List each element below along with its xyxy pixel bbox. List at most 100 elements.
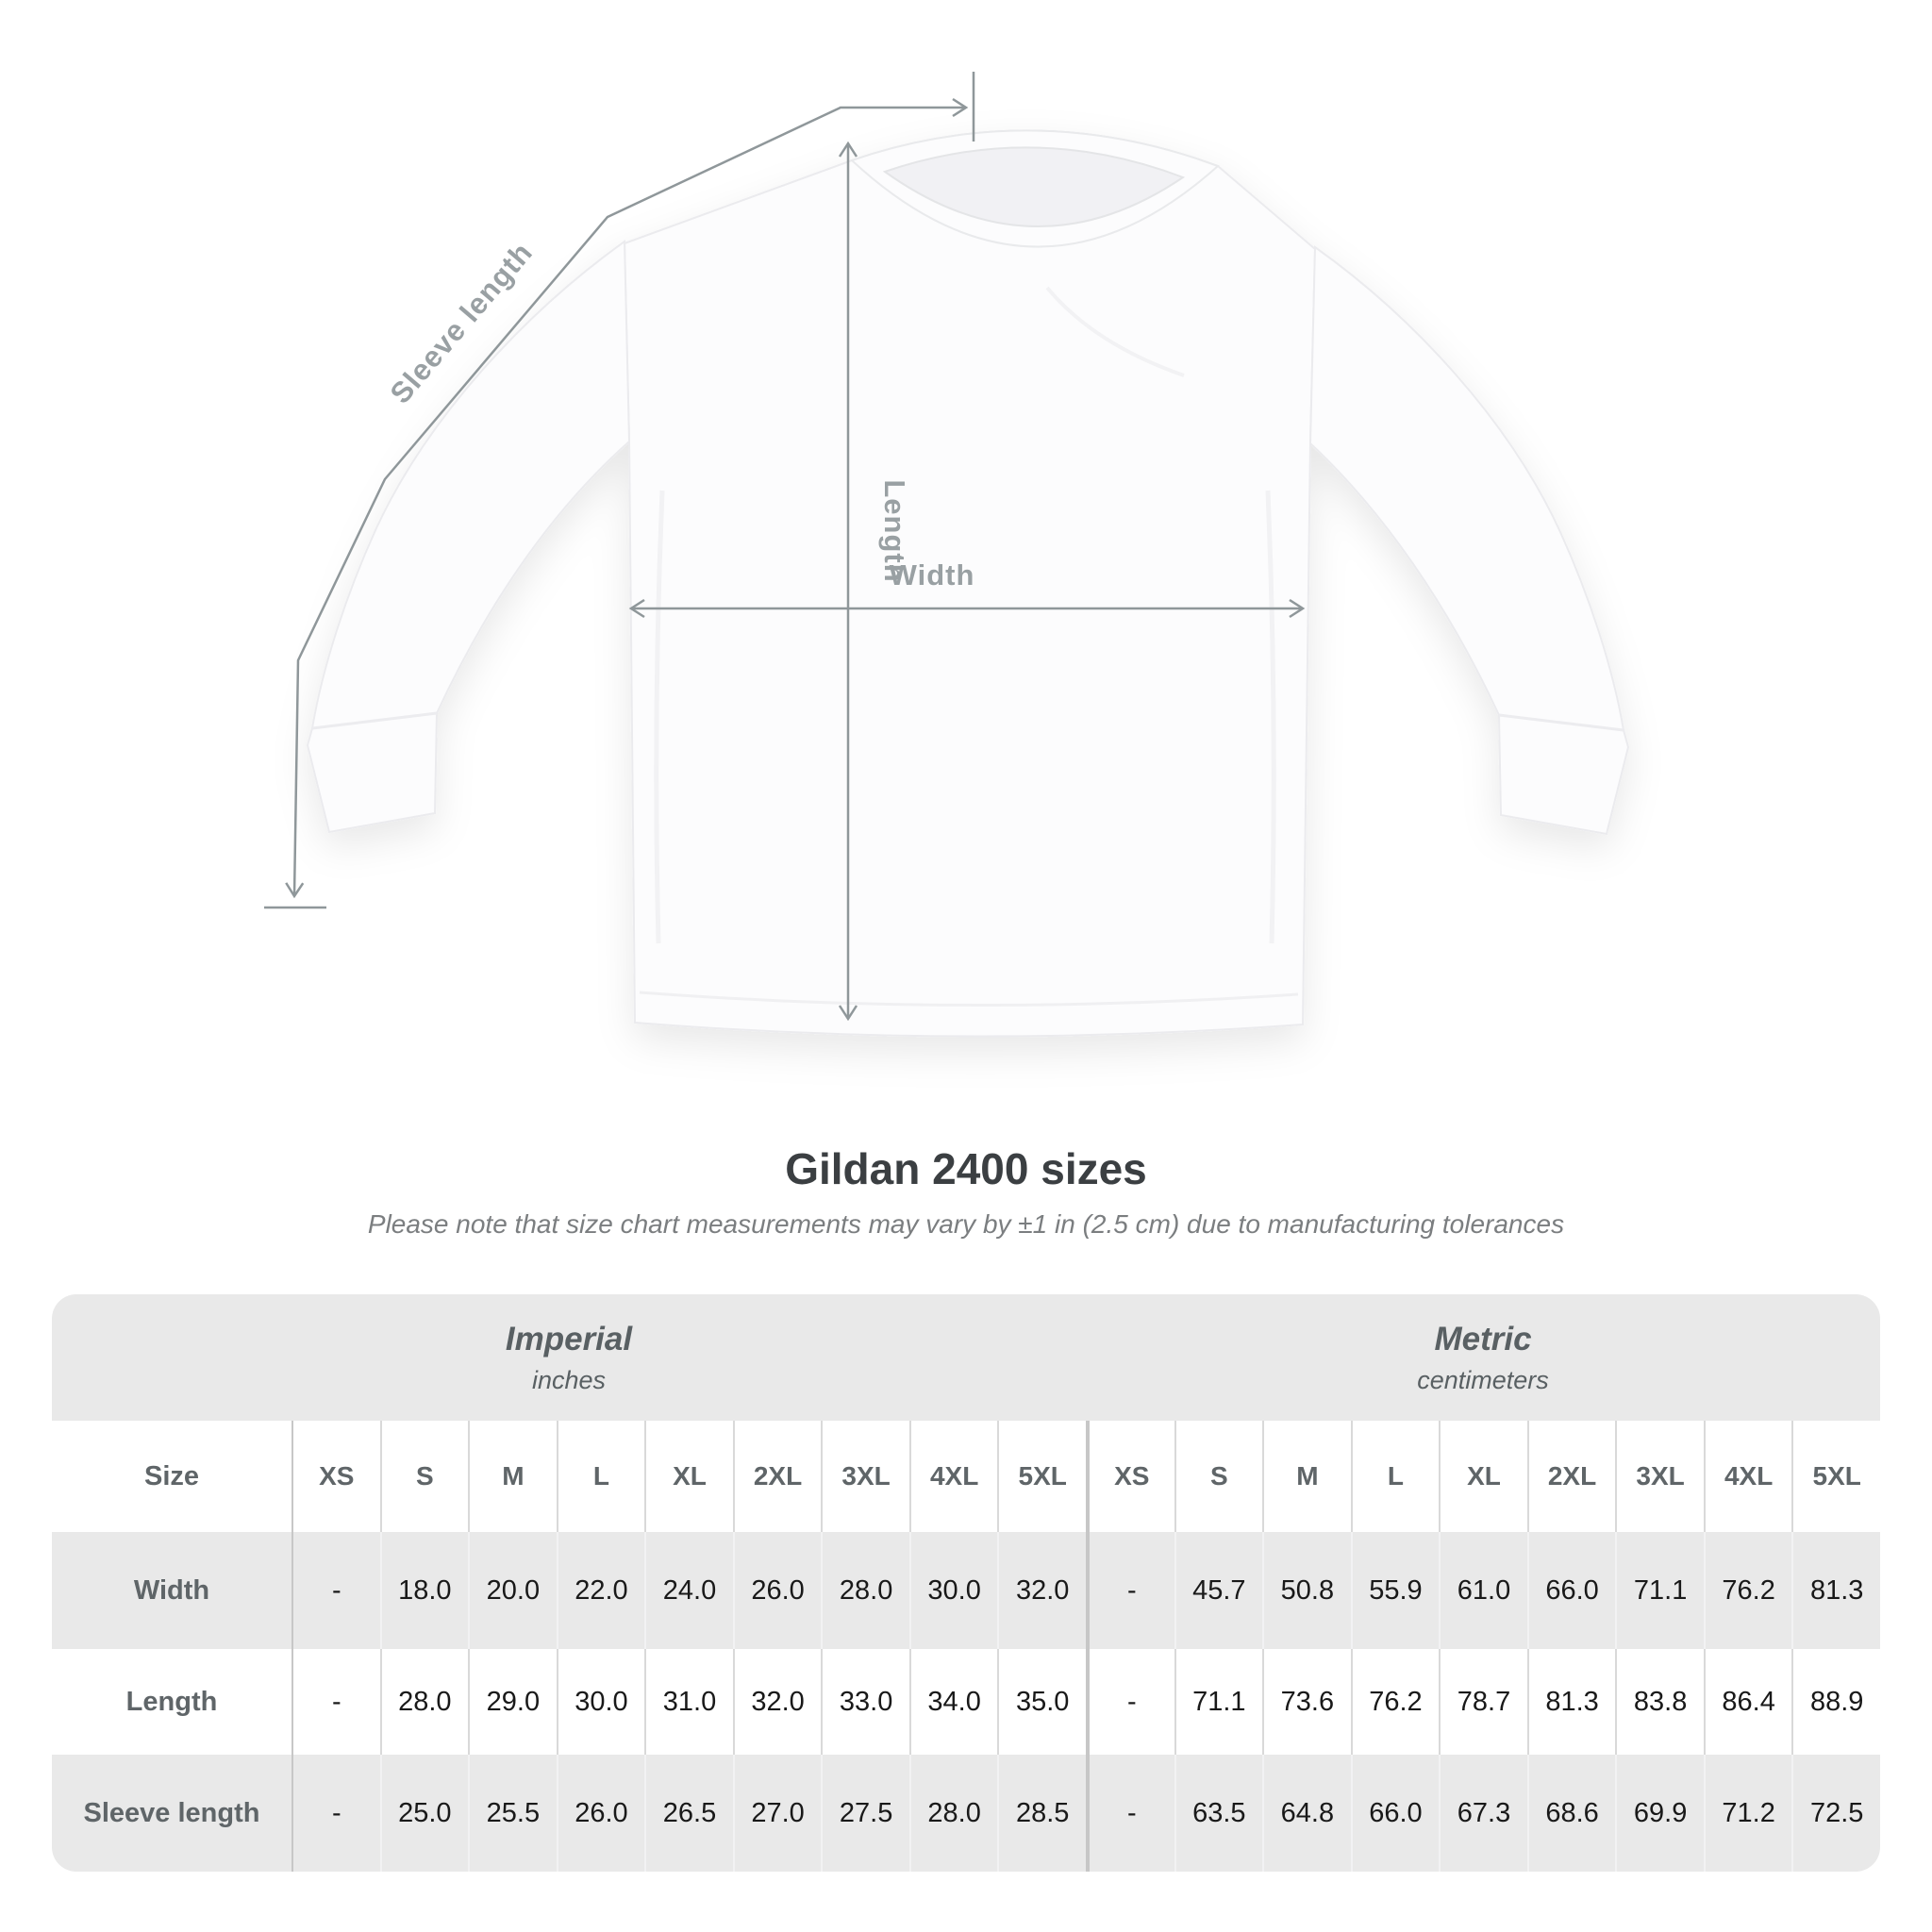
size-value-cell: 32.0 — [732, 1649, 822, 1755]
page-title: Gildan 2400 sizes — [785, 1144, 1147, 1193]
size-col-header: L — [1350, 1421, 1440, 1532]
size-value-cell: - — [291, 1755, 380, 1872]
sleeve-measure-line — [285, 97, 969, 899]
size-value-cell: 32.0 — [997, 1532, 1086, 1649]
size-value-cell: 55.9 — [1350, 1532, 1440, 1649]
size-value-cell: 76.2 — [1703, 1532, 1792, 1649]
size-value-cell: 45.7 — [1174, 1532, 1263, 1649]
size-value-cell: 69.9 — [1615, 1755, 1704, 1872]
size-value-cell: 67.3 — [1439, 1755, 1527, 1872]
size-value-cell: 61.0 — [1439, 1532, 1527, 1649]
table-row-sleeve-length: Sleeve length - 25.0 25.5 26.0 26.5 27.0… — [52, 1755, 1880, 1872]
size-value-cell: 26.0 — [556, 1755, 645, 1872]
unit-header-row: Imperial inches Metric centimeters — [52, 1294, 1880, 1421]
size-value-cell: 71.2 — [1703, 1755, 1792, 1872]
size-value-cell: 34.0 — [908, 1649, 998, 1755]
size-col-header: 3XL — [821, 1421, 909, 1532]
size-header-row: Size XS S M L XL 2XL 3XL 4XL 5XL XS S M … — [52, 1421, 1880, 1532]
size-col-header: 2XL — [732, 1421, 822, 1532]
size-col-header: M — [468, 1421, 557, 1532]
imperial-header: Imperial inches — [52, 1294, 1086, 1421]
size-value-cell: 27.0 — [732, 1755, 822, 1872]
size-table: Imperial inches Metric centimeters Size … — [52, 1294, 1880, 1872]
size-value-cell: 31.0 — [644, 1649, 733, 1755]
size-value-cell: 81.3 — [1791, 1532, 1880, 1649]
size-value-cell: 28.0 — [821, 1532, 909, 1649]
size-value-cell: 68.6 — [1526, 1755, 1616, 1872]
size-col-header: XS — [1086, 1421, 1174, 1532]
size-value-cell: 83.8 — [1615, 1649, 1704, 1755]
width-label: Width — [890, 558, 975, 591]
size-value-cell: - — [1086, 1532, 1174, 1649]
size-value-cell: 71.1 — [1174, 1649, 1263, 1755]
size-value-cell: 71.1 — [1615, 1532, 1704, 1649]
size-value-cell: 76.2 — [1350, 1649, 1440, 1755]
size-value-cell: 20.0 — [468, 1532, 557, 1649]
size-value-cell: 28.5 — [997, 1755, 1086, 1872]
right-cuff-seam — [1498, 713, 1624, 732]
size-col-header: XS — [291, 1421, 380, 1532]
size-col-header: 2XL — [1526, 1421, 1616, 1532]
size-value-cell: 33.0 — [821, 1649, 909, 1755]
fold-shading — [1265, 490, 1276, 944]
size-value-cell: 27.5 — [821, 1755, 909, 1872]
size-value-cell: 78.7 — [1439, 1649, 1527, 1755]
size-value-cell: 72.5 — [1791, 1755, 1880, 1872]
size-value-cell: 30.0 — [556, 1649, 645, 1755]
size-value-cell: 28.0 — [908, 1755, 998, 1872]
size-col-header: M — [1262, 1421, 1351, 1532]
size-col-header: 4XL — [908, 1421, 998, 1532]
size-value-cell: 25.5 — [468, 1755, 557, 1872]
size-value-cell: 26.0 — [732, 1532, 822, 1649]
size-value-cell: 28.0 — [379, 1649, 469, 1755]
hem-stitch — [639, 991, 1299, 1008]
row-label: Width — [133, 1574, 210, 1606]
size-value-cell: - — [291, 1649, 380, 1755]
table-row-length: Length - 28.0 29.0 30.0 31.0 32.0 33.0 3… — [52, 1649, 1880, 1755]
size-value-cell: 88.9 — [1791, 1649, 1880, 1755]
size-value-cell: 50.8 — [1262, 1532, 1351, 1649]
metric-subtitle: centimeters — [1417, 1365, 1549, 1394]
size-value-cell: 35.0 — [997, 1649, 1086, 1755]
metric-title: Metric — [1434, 1320, 1532, 1357]
size-value-cell: 73.6 — [1262, 1649, 1351, 1755]
tolerance-note: Please note that size chart measurements… — [367, 1209, 1565, 1239]
length-label: Length — [878, 479, 911, 582]
size-value-cell: 25.0 — [379, 1755, 469, 1872]
size-value-cell: 81.3 — [1526, 1649, 1616, 1755]
size-col-header: XL — [644, 1421, 733, 1532]
size-col-header: L — [556, 1421, 645, 1532]
size-value-cell: - — [1086, 1649, 1174, 1755]
table-corner-label: Size — [143, 1460, 200, 1491]
size-value-cell: 86.4 — [1703, 1649, 1792, 1755]
size-col-header: XL — [1439, 1421, 1527, 1532]
size-value-cell: 29.0 — [468, 1649, 557, 1755]
size-value-cell: 24.0 — [644, 1532, 733, 1649]
shirt-right-sleeve — [1308, 245, 1630, 836]
size-col-header: 3XL — [1615, 1421, 1704, 1532]
size-col-header: 5XL — [997, 1421, 1086, 1532]
size-value-cell: - — [1086, 1755, 1174, 1872]
size-value-cell: 26.5 — [644, 1755, 733, 1872]
row-label: Sleeve length — [83, 1797, 260, 1828]
shirt-measurement-diagram: Sleeve length Length Width — [264, 72, 1630, 1038]
heading-block: Gildan 2400 sizes Please note that size … — [0, 1143, 1932, 1240]
size-value-cell: 66.0 — [1526, 1532, 1616, 1649]
size-value-cell: 30.0 — [908, 1532, 998, 1649]
size-value-cell: 18.0 — [379, 1532, 469, 1649]
size-value-cell: 63.5 — [1174, 1755, 1263, 1872]
imperial-title: Imperial — [505, 1320, 633, 1357]
size-col-header: S — [379, 1421, 469, 1532]
size-value-cell: - — [291, 1532, 380, 1649]
metric-header: Metric centimeters — [1086, 1294, 1880, 1421]
table-row-width: Width - 18.0 20.0 22.0 24.0 26.0 28.0 30… — [52, 1532, 1880, 1649]
imperial-subtitle: inches — [531, 1365, 607, 1394]
size-value-cell: 66.0 — [1350, 1755, 1440, 1872]
size-col-header: S — [1174, 1421, 1263, 1532]
fold-shading — [1045, 286, 1185, 377]
row-label: Length — [125, 1686, 218, 1717]
size-value-cell: 64.8 — [1262, 1755, 1351, 1872]
size-col-header: 4XL — [1703, 1421, 1792, 1532]
size-value-cell: 22.0 — [556, 1532, 645, 1649]
